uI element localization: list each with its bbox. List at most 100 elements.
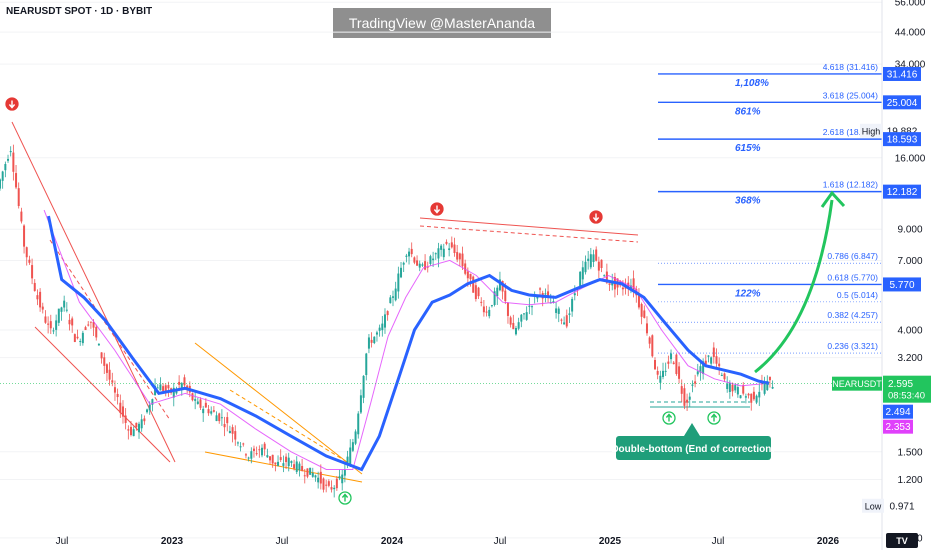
- candle-body: [242, 443, 245, 445]
- axis: 56.000 44.000 34.000 16.000 9.000 7.000 4.000 3…: [56, 0, 932, 550]
- candle-body: [199, 399, 202, 408]
- candle-body: [81, 332, 84, 344]
- candle-body: [12, 152, 15, 172]
- candle-body: [539, 288, 542, 290]
- candle-body: [301, 466, 304, 471]
- fib-levels: 4.618 (31.416) 1,108% 3.618 (25.004) 861% 2.…: [658, 62, 882, 354]
- candle-body: [712, 347, 715, 357]
- candle-body: [592, 254, 595, 262]
- fib-price-badge: [883, 95, 921, 110]
- candle-body: [536, 296, 539, 299]
- candle-body: [89, 321, 92, 323]
- candle-body: [119, 402, 122, 413]
- x-tick-label: Jul: [276, 536, 289, 547]
- candle-body: [560, 319, 563, 321]
- projection-arrow: [754, 199, 834, 374]
- candle-body: [25, 247, 28, 258]
- candle-body: [386, 311, 389, 316]
- fib-label: 2.618 (18.593): [823, 127, 878, 137]
- candle-body: [180, 383, 183, 390]
- candle-body: [755, 395, 758, 403]
- candle-body: [758, 391, 761, 398]
- candle-body: [306, 468, 309, 477]
- low-value: 0.971: [889, 501, 914, 512]
- x-tick-label: 2026: [817, 536, 840, 547]
- candle-body: [731, 384, 734, 392]
- candle-body: [247, 457, 250, 459]
- candle-body: [138, 423, 141, 433]
- candle-body: [132, 429, 135, 437]
- candle-body: [351, 442, 354, 451]
- candle-body: [0, 179, 1, 189]
- candle-body: [710, 357, 713, 364]
- candle-body: [632, 278, 635, 291]
- symbol-tag: [832, 376, 882, 391]
- candle-body: [317, 477, 320, 483]
- fib-label: 0.618 (5.770): [827, 272, 878, 282]
- candle-body: [172, 387, 175, 398]
- candle-body: [127, 429, 130, 431]
- bottom-marker-2025a-arrow: [665, 413, 673, 422]
- annotation-text: Double-bottom (End of correction): [611, 444, 774, 455]
- candle-body: [402, 262, 405, 265]
- ma-fast-line: [43, 209, 768, 470]
- candle-body: [702, 361, 705, 374]
- candle-body: [605, 271, 608, 283]
- candle-body: [389, 297, 392, 304]
- candle-body: [555, 308, 558, 313]
- candle-body: [645, 323, 648, 334]
- candle-body: [595, 249, 598, 261]
- candle-body: [303, 475, 306, 477]
- fib-price-badge-text: 5.770: [889, 280, 914, 291]
- candle-body: [196, 401, 199, 404]
- candle-body: [742, 385, 745, 394]
- candle-body: [103, 357, 106, 366]
- candle-body: [322, 478, 325, 490]
- candle-body: [621, 287, 624, 290]
- fib-percent: 122%: [735, 288, 761, 299]
- y-tick-label: 7.000: [897, 256, 922, 267]
- candle-body: [544, 293, 547, 295]
- candle-body: [135, 422, 138, 428]
- downtrend-upper: [11, 121, 176, 463]
- candle-body: [279, 457, 282, 461]
- candle-body: [381, 323, 384, 331]
- fib-label: 0.786 (6.847): [827, 251, 878, 261]
- candle-body: [474, 285, 477, 300]
- high-tag: [860, 123, 882, 138]
- top-marker-2024a-arrow: [433, 205, 441, 214]
- candle-body: [105, 364, 108, 373]
- candle-body: [405, 255, 408, 257]
- candle-body: [752, 391, 755, 400]
- candle-body: [271, 454, 274, 464]
- candle-body: [739, 395, 742, 399]
- candle-body: [41, 306, 44, 310]
- candle-body: [164, 385, 167, 391]
- fib-price-badge: [883, 132, 921, 147]
- candle-body: [151, 399, 154, 405]
- candle-body: [338, 476, 341, 479]
- candle-body: [482, 306, 485, 313]
- annotation-box: [616, 436, 771, 460]
- tradingview-logo[interactable]: TV: [886, 533, 918, 548]
- candle-body: [675, 354, 678, 375]
- candle-body: [699, 366, 702, 373]
- candle-body: [480, 301, 483, 303]
- projection-arrow-head: [820, 190, 846, 208]
- candle-body: [314, 475, 317, 478]
- candle-body: [250, 451, 253, 459]
- candle-body: [285, 456, 288, 462]
- candle-body: [4, 164, 7, 171]
- annotation-pointer: [684, 423, 700, 436]
- candle-body: [584, 261, 587, 273]
- candle-body: [33, 282, 36, 291]
- y-tick-label: 44.000: [895, 28, 926, 39]
- candle-body: [506, 302, 509, 316]
- candle-body: [143, 418, 146, 422]
- candle-body: [210, 411, 213, 414]
- last-price-value: 2.595: [888, 379, 913, 390]
- candle-body: [239, 446, 242, 448]
- candle-body: [448, 248, 451, 251]
- candle-body: [707, 355, 710, 357]
